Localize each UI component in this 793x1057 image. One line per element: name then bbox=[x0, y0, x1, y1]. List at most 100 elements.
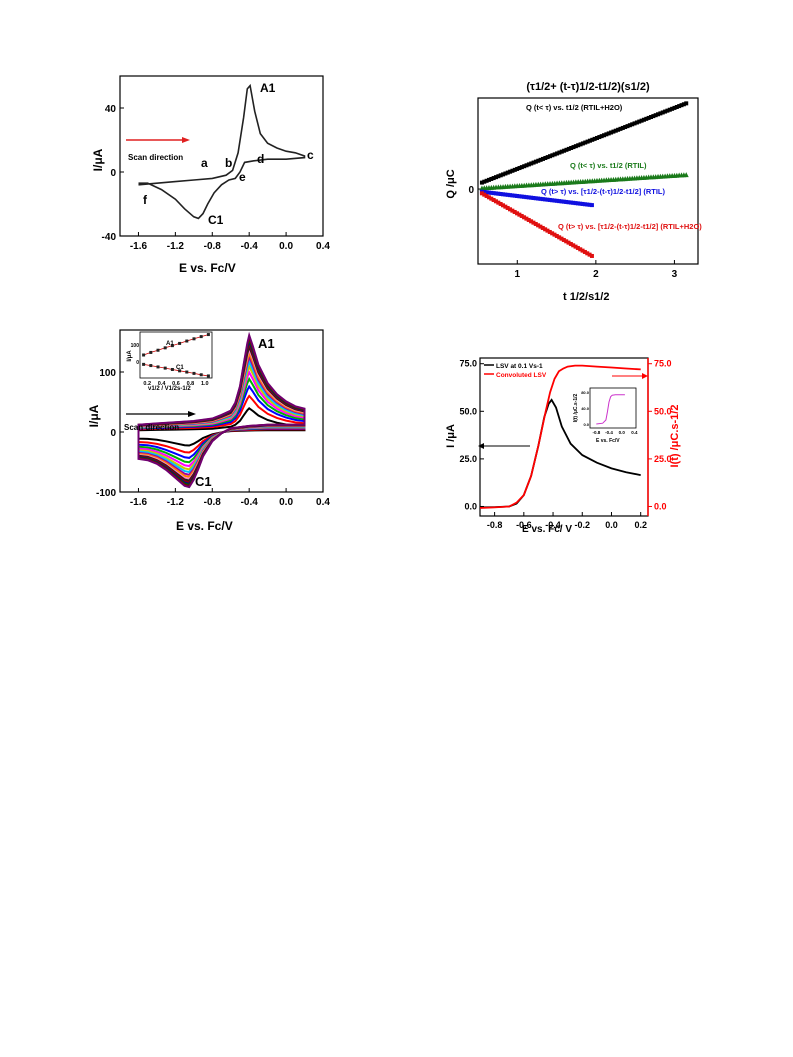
point-a-label: a bbox=[201, 156, 208, 170]
data-point bbox=[569, 145, 574, 150]
data-point bbox=[550, 198, 555, 203]
inset-point-anodic bbox=[206, 333, 210, 337]
data-point bbox=[538, 157, 543, 162]
y-tick-label: 100 bbox=[99, 368, 116, 379]
data-point bbox=[517, 194, 522, 199]
inset-x-label: E vs. Fc/V bbox=[596, 438, 620, 444]
data-point bbox=[684, 101, 689, 106]
scan-arrow-head bbox=[188, 411, 196, 417]
x-axis-label: E vs. Fc/V bbox=[179, 261, 236, 275]
data-point bbox=[681, 102, 686, 107]
peak-c1-label: C1 bbox=[208, 213, 224, 227]
data-point bbox=[552, 152, 557, 157]
data-point bbox=[625, 124, 630, 129]
data-point bbox=[536, 196, 541, 201]
data-point bbox=[522, 194, 527, 199]
data-point bbox=[510, 193, 515, 198]
data-point bbox=[482, 189, 487, 194]
x-tick-label: -1.2 bbox=[167, 241, 185, 252]
data-point bbox=[602, 133, 607, 138]
data-point bbox=[540, 197, 545, 202]
data-point bbox=[585, 139, 590, 144]
point-f-label: f bbox=[143, 193, 148, 207]
data-point bbox=[547, 197, 552, 202]
data-point bbox=[543, 156, 548, 161]
data-point bbox=[496, 200, 501, 205]
data-point bbox=[646, 115, 651, 120]
data-point bbox=[538, 196, 543, 201]
data-point bbox=[580, 201, 585, 206]
data-point bbox=[554, 233, 559, 238]
data-point bbox=[505, 170, 510, 175]
x-tick-label: -0.4 bbox=[545, 520, 561, 530]
data-point bbox=[491, 176, 496, 181]
x-tick-label: 0.4 bbox=[316, 241, 330, 252]
data-point bbox=[482, 192, 487, 197]
data-point bbox=[561, 199, 566, 204]
data-point bbox=[583, 140, 588, 145]
x-tick-label: -0.2 bbox=[575, 520, 591, 530]
scan-direction-label: Scan direction bbox=[128, 153, 183, 162]
inset-fit-line-cathodic bbox=[143, 364, 209, 377]
inset-point-anodic bbox=[170, 344, 174, 348]
data-point bbox=[679, 103, 684, 108]
inset-point-cathodic bbox=[170, 367, 174, 371]
x-tick-label: 2 bbox=[593, 269, 599, 280]
inset-y-tick-label: 0.0 bbox=[583, 422, 589, 427]
data-point bbox=[531, 195, 536, 200]
data-point bbox=[587, 138, 592, 143]
data-point bbox=[491, 191, 496, 196]
data-point bbox=[540, 156, 545, 161]
data-point bbox=[575, 201, 580, 206]
data-point bbox=[508, 193, 513, 198]
data-point bbox=[618, 126, 623, 131]
data-point bbox=[536, 158, 541, 163]
inset-x-label: ν1/2 / V1/2s-1/2 bbox=[148, 386, 191, 392]
point-d-label: d bbox=[257, 152, 264, 166]
inset-point-cathodic bbox=[192, 371, 196, 375]
data-point bbox=[505, 192, 510, 197]
inset-point-anodic bbox=[156, 348, 160, 352]
data-point bbox=[500, 192, 505, 197]
inset-curve bbox=[596, 394, 625, 425]
inset-y-tick-label: 40.0 bbox=[581, 406, 590, 411]
data-point bbox=[533, 196, 538, 201]
right-arrow-head bbox=[642, 373, 648, 379]
plot-frame bbox=[119, 329, 324, 493]
data-point bbox=[517, 212, 522, 217]
data-point bbox=[616, 127, 621, 132]
y2-tick-label: 25.0 bbox=[654, 454, 672, 464]
inset-point-anodic bbox=[178, 341, 182, 345]
data-point bbox=[524, 195, 529, 200]
point-e-label: e bbox=[239, 170, 246, 184]
data-point bbox=[489, 176, 494, 181]
inset-point-anodic bbox=[199, 335, 203, 339]
point-b-label: b bbox=[225, 156, 232, 170]
y2-tick-label: 50.0 bbox=[654, 406, 672, 416]
legend-series-2: Convoluted LSV bbox=[496, 372, 547, 379]
data-point bbox=[585, 251, 590, 256]
data-point bbox=[484, 178, 489, 183]
data-point bbox=[656, 112, 661, 117]
inset-point-cathodic bbox=[206, 374, 210, 378]
data-point bbox=[486, 177, 491, 182]
inset-point-anodic bbox=[163, 346, 167, 350]
inset-point-anodic bbox=[185, 339, 189, 343]
data-point bbox=[508, 207, 513, 212]
data-point bbox=[658, 111, 663, 116]
data-point bbox=[529, 219, 534, 224]
data-point bbox=[566, 240, 571, 245]
y-tick-label: 25.0 bbox=[459, 454, 477, 464]
data-point bbox=[522, 164, 527, 169]
data-point bbox=[543, 227, 548, 232]
cv-chart-multi: -1.6 -1.2 -0.8 -0.4 0.0 0.4 100 0 -100 Scan dire… bbox=[87, 329, 330, 533]
inset-point-anodic bbox=[142, 353, 146, 357]
data-point bbox=[503, 192, 508, 197]
data-point bbox=[519, 165, 524, 170]
peak-a1-label: A1 bbox=[258, 336, 275, 351]
data-point bbox=[620, 125, 625, 130]
cv-panel-multi: -1.6 -1.2 -0.8 -0.4 0.0 0.4 100 0 -100 Scan dire… bbox=[87, 326, 338, 538]
x-axis-label: t 1/2/s1/2 bbox=[563, 291, 609, 303]
data-point bbox=[648, 115, 653, 120]
data-point bbox=[634, 120, 639, 125]
